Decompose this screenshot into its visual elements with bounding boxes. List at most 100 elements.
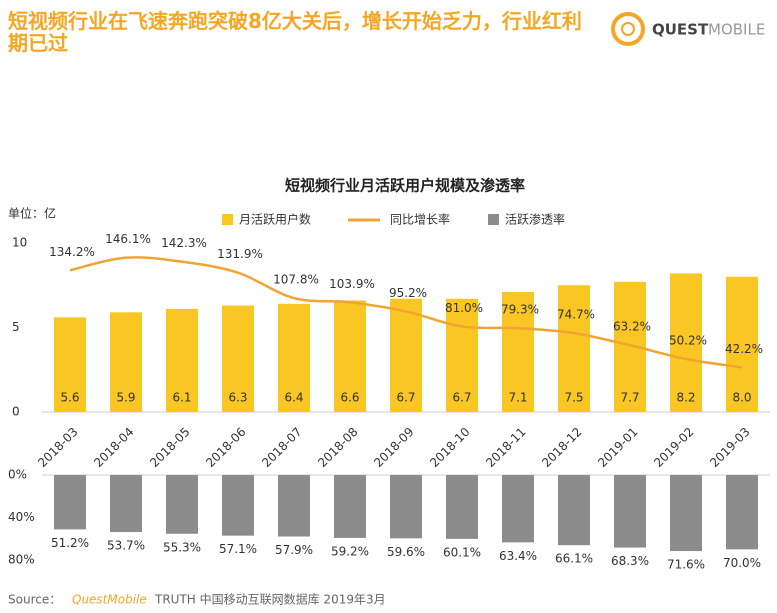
value-label: 142.3% [161, 236, 207, 250]
value-label: 6.6 [340, 391, 359, 405]
value-label: 7.7 [620, 391, 639, 405]
value-label: 5.6 [60, 391, 79, 405]
bar [166, 308, 198, 412]
bar [726, 276, 758, 412]
value-label: 6.4 [284, 391, 303, 405]
value-label: 134.2% [49, 245, 95, 259]
bar [334, 475, 366, 538]
value-label: 59.6% [387, 545, 425, 559]
bar [502, 475, 534, 543]
value-label: 6.7 [452, 391, 471, 405]
bar [278, 475, 310, 537]
value-label: 95.2% [389, 286, 427, 300]
value-label: 7.1 [508, 391, 527, 405]
value-label: 71.6% [667, 558, 705, 572]
value-label: 6.3 [228, 391, 247, 405]
x-tick-label: 2018-11 [483, 425, 528, 470]
y-tick-label: 80% [8, 553, 35, 567]
chart-title: 短视频行业月活跃用户规模及渗透率 [285, 177, 525, 195]
legend-swatch [488, 214, 499, 225]
x-tick-label: 2018-05 [147, 425, 192, 470]
value-label: 107.8% [273, 273, 319, 287]
x-tick-label: 2018-03 [35, 425, 80, 470]
bar [222, 305, 254, 412]
value-label: 68.3% [611, 554, 649, 568]
bar [390, 298, 422, 412]
x-tick-label: 2018-06 [203, 425, 248, 470]
value-label: 57.9% [275, 543, 313, 557]
value-label: 8.0 [732, 391, 751, 405]
bar [502, 292, 534, 412]
x-tick-label: 2019-03 [707, 425, 752, 470]
bar [54, 475, 86, 530]
y-tick-label: 5 [12, 320, 20, 334]
value-label: 6.1 [172, 391, 191, 405]
x-tick-label: 2018-09 [371, 425, 416, 470]
bar [110, 312, 142, 412]
value-label: 57.1% [219, 542, 257, 556]
page-title: 短视频行业在飞速奔跑突破8亿大关后，增长开始乏力，行业红利期已过 [8, 9, 582, 55]
y-tick-label: 0 [12, 405, 20, 419]
value-label: 79.3% [501, 303, 539, 317]
bar [558, 285, 590, 412]
bar [110, 475, 142, 533]
x-tick-label: 2018-04 [91, 425, 136, 470]
source-brand: QuestMobile [72, 593, 147, 607]
logo-icon [611, 12, 645, 46]
x-tick-label: 2019-02 [651, 425, 696, 470]
y-tick-label: 0% [8, 468, 27, 482]
bar [614, 475, 646, 548]
bar [334, 300, 366, 412]
value-label: 59.2% [331, 544, 369, 558]
x-tick-label: 2018-12 [539, 425, 584, 470]
value-label: 6.7 [396, 391, 415, 405]
bar [166, 475, 198, 534]
bar [390, 475, 422, 539]
legend-label: 月活跃用户数 [239, 212, 311, 227]
value-label: 53.7% [107, 539, 145, 553]
value-label: 7.5 [564, 391, 583, 405]
value-label: 66.1% [555, 552, 593, 566]
bar [222, 475, 254, 536]
value-label: 63.4% [499, 549, 537, 563]
source-text: TRUTH 中国移动互联网数据库 2019年3月 [154, 592, 386, 607]
value-label: 146.1% [105, 232, 151, 246]
x-tick-label: 2018-07 [259, 425, 304, 470]
value-label: 8.2 [676, 391, 695, 405]
value-label: 74.7% [557, 308, 595, 322]
value-label: 55.3% [163, 540, 201, 554]
bar [670, 273, 702, 412]
bar [446, 298, 478, 412]
bar [726, 475, 758, 550]
legend-label: 活跃渗透率 [505, 212, 565, 227]
legend-swatch [222, 214, 233, 225]
unit-label: 单位：亿 [8, 206, 56, 221]
logo-light: MOBILE [708, 21, 765, 39]
value-label: 81.0% [445, 301, 483, 315]
x-tick-label: 2019-01 [595, 425, 640, 470]
x-tick-label: 2018-10 [427, 425, 472, 470]
value-label: 42.2% [725, 342, 763, 356]
value-label: 131.9% [217, 247, 263, 261]
bar [558, 475, 590, 546]
logo-icon-inner [621, 22, 635, 36]
value-label: 70.0% [723, 556, 761, 570]
bar [446, 475, 478, 539]
value-label: 60.1% [443, 545, 481, 559]
value-label: 50.2% [669, 333, 707, 347]
bar [670, 475, 702, 552]
source-label: Source： [8, 593, 61, 607]
bar [278, 303, 310, 412]
value-label: 51.2% [51, 536, 89, 550]
y-tick-label: 40% [8, 510, 35, 524]
value-label: 5.9 [116, 391, 135, 405]
logo-bold: QUEST [652, 21, 709, 39]
value-label: 63.2% [613, 320, 651, 334]
line [69, 256, 743, 369]
x-tick-label: 2018-08 [315, 425, 360, 470]
legend-label: 同比增长率 [390, 212, 450, 227]
y-tick-label: 10 [12, 236, 27, 250]
value-label: 103.9% [329, 277, 375, 291]
